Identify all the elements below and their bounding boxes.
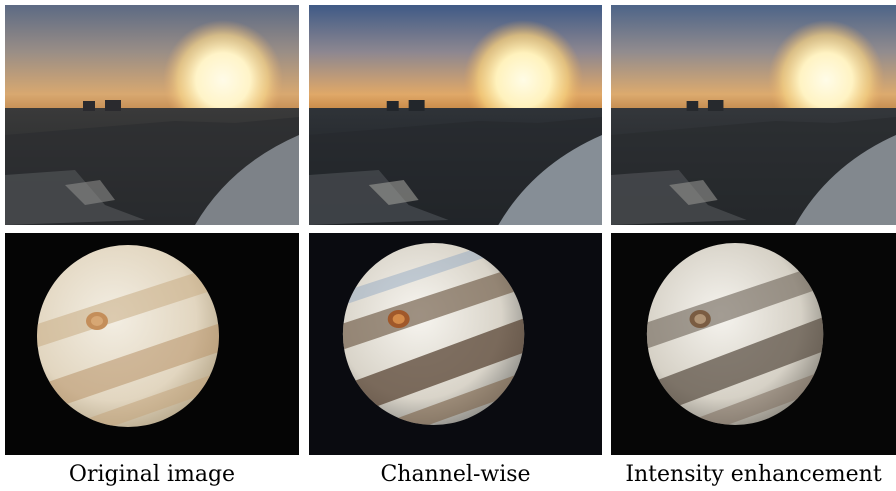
sunset-channel-wise-image — [309, 5, 602, 225]
sunset-original-image — [5, 5, 299, 225]
sunset-intensity-enhancement-image — [611, 5, 896, 225]
jupiter-intensity-enhancement-image — [611, 233, 896, 455]
caption-original: Original image — [68, 462, 236, 487]
jupiter-channel-wise-image — [309, 233, 602, 455]
jupiter-original-image — [5, 233, 299, 455]
caption-channel-wise: Channel-wise — [380, 462, 531, 487]
caption-intensity-enhancement: Intensity enhancement — [625, 462, 882, 487]
